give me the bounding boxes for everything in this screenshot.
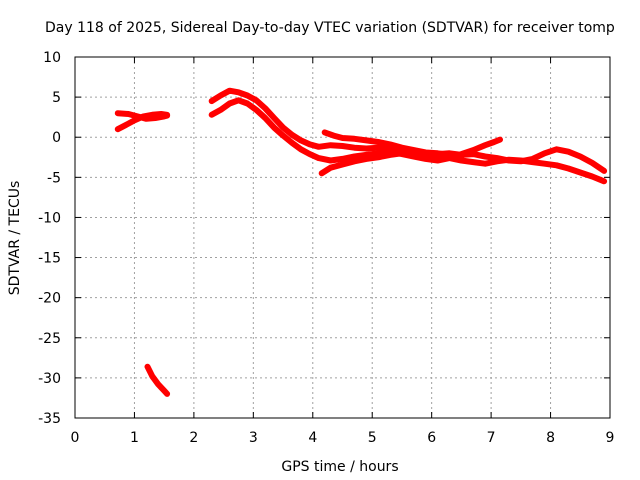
x-tick-label: 8 [546,430,555,446]
y-tick-label: -30 [38,371,61,387]
x-tick-label: 9 [606,430,615,446]
axis-ticks: 0 1 2 3 4 5 6 7 8 9 10 5 0 -5 -10 -15 -20 -25 -30 -35 [38,50,614,446]
x-tick-label: 4 [308,430,317,446]
x-axis-label: GPS time / hours [281,459,398,475]
y-tick-label: -10 [38,210,61,226]
y-tick-label: 10 [43,50,61,66]
x-tick-label: 3 [249,430,258,446]
grid-lines [75,57,610,418]
series-arc-d1 [318,136,503,177]
x-tick-label: 2 [189,430,198,446]
x-tick-label: 1 [130,430,139,446]
series-arc-a2 [114,111,171,133]
series-arc-d2 [321,129,465,160]
x-tick-label: 0 [71,430,80,446]
y-tick-label: -15 [38,251,61,267]
y-tick-label: -25 [38,331,61,347]
x-tick-label: 5 [368,430,377,446]
y-tick-label: -35 [38,411,61,427]
y-tick-label: 5 [52,90,61,106]
y-tick-label: 0 [52,130,61,146]
x-tick-label: 7 [487,430,496,446]
x-tick-label: 6 [427,430,436,446]
chart-title: Day 118 of 2025, Sidereal Day-to-day VTE… [45,20,615,36]
y-tick-label: -20 [38,291,61,307]
data-series [114,87,608,397]
y-axis-label: SDTVAR / TECUs [7,181,23,296]
series-arc-b [144,363,171,397]
plot-frame [74,56,611,419]
y-tick-label: -5 [47,170,61,186]
series-arc-c2 [208,97,608,185]
